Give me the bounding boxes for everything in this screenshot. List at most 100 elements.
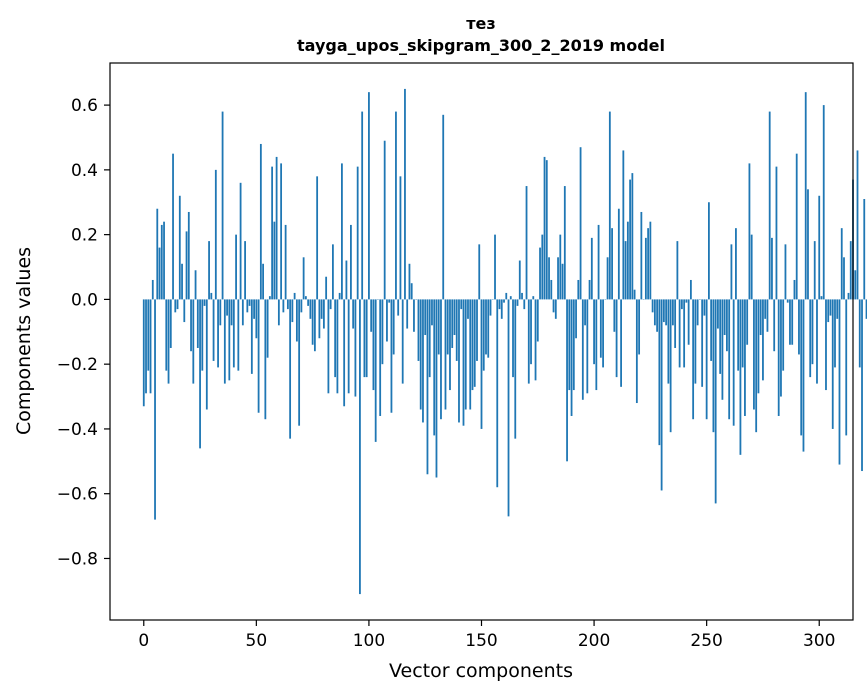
bar-267 bbox=[744, 299, 746, 416]
bar-20 bbox=[187, 211, 190, 300]
bar-248 bbox=[701, 299, 704, 387]
bar-295 bbox=[807, 189, 809, 300]
bar-188 bbox=[566, 299, 568, 462]
bar-152 bbox=[485, 299, 487, 355]
bar-221 bbox=[640, 211, 643, 300]
bar-51 bbox=[257, 299, 260, 413]
bar-273 bbox=[757, 299, 760, 394]
bar-67 bbox=[293, 292, 296, 300]
bar-203 bbox=[599, 299, 602, 358]
y-axis-label: Components values bbox=[13, 247, 35, 435]
bar-253 bbox=[712, 299, 715, 433]
bar-101 bbox=[370, 299, 373, 332]
bar-49 bbox=[253, 299, 255, 319]
bar-series bbox=[142, 88, 867, 595]
bar-306 bbox=[831, 299, 834, 429]
bar-216 bbox=[629, 179, 631, 300]
bar-106 bbox=[381, 299, 384, 365]
bar-27 bbox=[203, 299, 206, 306]
bar-266 bbox=[741, 299, 744, 368]
bar-194 bbox=[579, 147, 582, 300]
bar-28 bbox=[205, 299, 208, 410]
bar-270 bbox=[750, 234, 753, 300]
chart-subtitle: tayga_upos_skipgram_300_2_2019 model bbox=[297, 36, 665, 55]
bar-245 bbox=[694, 299, 697, 384]
bar-314 bbox=[849, 241, 852, 300]
bar-228 bbox=[656, 299, 659, 332]
bar-36 bbox=[223, 299, 226, 384]
bar-260 bbox=[728, 299, 731, 420]
y-tick-label: 0.2 bbox=[71, 226, 98, 246]
bar-209 bbox=[613, 299, 616, 332]
bar-37 bbox=[226, 299, 228, 316]
bar-24 bbox=[196, 299, 199, 348]
bar-26 bbox=[201, 299, 204, 371]
x-tick-label: 150 bbox=[465, 631, 497, 651]
bar-174 bbox=[534, 299, 537, 381]
bar-250 bbox=[705, 299, 708, 420]
bar-94 bbox=[354, 299, 357, 397]
bar-134 bbox=[444, 299, 447, 410]
bar-23 bbox=[194, 270, 197, 300]
bar-223 bbox=[644, 237, 647, 300]
bar-88 bbox=[341, 163, 343, 300]
bar-125 bbox=[424, 299, 427, 336]
bar-132 bbox=[440, 299, 442, 420]
bar-192 bbox=[575, 299, 577, 339]
bar-112 bbox=[395, 111, 397, 300]
bar-105 bbox=[379, 299, 382, 416]
bar-301 bbox=[820, 296, 823, 300]
bar-117 bbox=[406, 299, 409, 329]
bar-302 bbox=[822, 105, 825, 300]
bar-14 bbox=[174, 299, 177, 313]
bar-107 bbox=[383, 140, 386, 300]
bar-100 bbox=[368, 92, 370, 300]
bar-284 bbox=[782, 299, 785, 371]
bar-258 bbox=[723, 299, 726, 336]
bar-275 bbox=[762, 299, 764, 381]
chart-title: тез bbox=[466, 14, 495, 33]
x-axis-ticks: 0 50 100 150 200 250 300 bbox=[138, 620, 835, 651]
bar-186 bbox=[561, 263, 564, 300]
bar-19 bbox=[185, 231, 188, 300]
bar-291 bbox=[798, 299, 800, 355]
bar-283 bbox=[780, 299, 782, 397]
bar-280 bbox=[773, 299, 776, 352]
bar-116 bbox=[404, 88, 406, 300]
bar-10 bbox=[165, 299, 168, 371]
bar-71 bbox=[302, 257, 305, 300]
bar-172 bbox=[530, 299, 532, 365]
bar-262 bbox=[732, 299, 735, 426]
bar-158 bbox=[498, 299, 501, 310]
bar-296 bbox=[809, 299, 812, 378]
bar-157 bbox=[496, 299, 499, 488]
bar-65 bbox=[289, 299, 292, 439]
bar-198 bbox=[588, 279, 591, 300]
bar-231 bbox=[662, 299, 665, 323]
bar-3 bbox=[149, 299, 152, 394]
bar-11 bbox=[167, 299, 170, 384]
bar-130 bbox=[435, 299, 438, 478]
bar-168 bbox=[521, 292, 523, 300]
bar-46 bbox=[246, 299, 249, 313]
bar-68 bbox=[295, 299, 298, 342]
bar-201 bbox=[595, 299, 598, 391]
bar-169 bbox=[523, 299, 526, 310]
bar-1 bbox=[145, 299, 147, 394]
bar-161 bbox=[505, 292, 508, 300]
bar-136 bbox=[449, 299, 451, 391]
bar-45 bbox=[244, 241, 246, 300]
bar-80 bbox=[322, 299, 325, 329]
bar-193 bbox=[577, 279, 580, 300]
bar-268 bbox=[746, 299, 749, 345]
bar-217 bbox=[631, 173, 634, 300]
bar-263 bbox=[735, 228, 737, 300]
y-tick-label: −0.8 bbox=[57, 549, 98, 569]
bar-109 bbox=[388, 299, 391, 303]
bar-206 bbox=[606, 257, 609, 300]
bar-103 bbox=[374, 299, 377, 442]
bar-146 bbox=[471, 299, 474, 391]
bar-69 bbox=[298, 299, 301, 426]
bar-235 bbox=[671, 299, 674, 326]
